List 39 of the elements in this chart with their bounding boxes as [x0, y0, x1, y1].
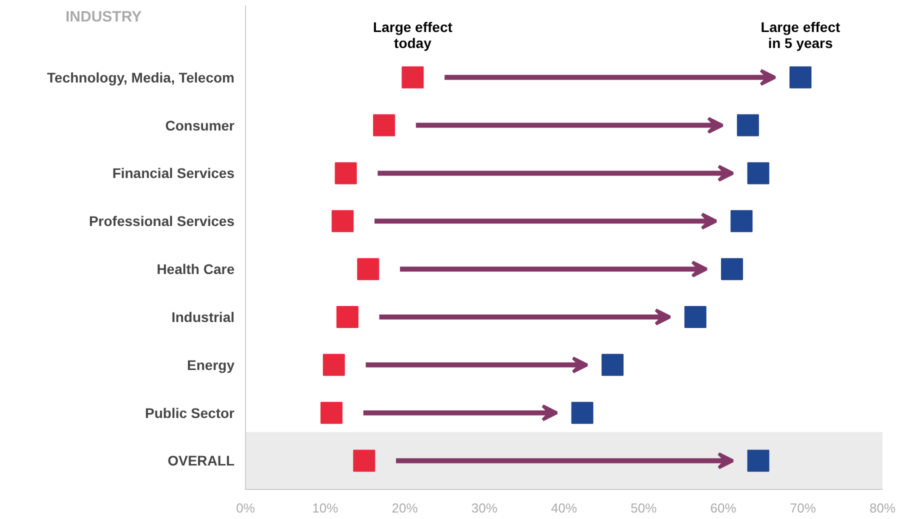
point [747, 450, 770, 472]
point [334, 162, 357, 184]
x-tick-label: 40% [550, 500, 578, 516]
point [747, 162, 770, 184]
point [789, 66, 812, 88]
point [736, 114, 759, 136]
y-tick-label: Industrial [171, 308, 235, 325]
point [353, 450, 376, 472]
x-tick-label: 50% [630, 500, 658, 516]
y-tick-label: Health Care [156, 261, 235, 278]
point [332, 210, 354, 232]
y-tick-label: OVERALL [168, 452, 235, 469]
point [721, 258, 744, 280]
point [571, 402, 594, 424]
y-axis-title: INDUSTRY [66, 8, 142, 26]
y-tick-label: Energy [187, 356, 235, 373]
point [336, 306, 358, 328]
point [684, 306, 706, 328]
point [373, 114, 396, 136]
point [602, 354, 624, 376]
x-tick-label: 0% [236, 500, 256, 516]
point [357, 258, 380, 280]
x-tick-label: 60% [710, 500, 737, 516]
x-tick-label: 20% [392, 500, 418, 516]
x-tick-label: 10% [312, 500, 339, 516]
y-tick-label: Public Sector [145, 404, 236, 421]
x-tick-label: 70% [790, 500, 816, 516]
x-tick-label: 80% [869, 500, 896, 516]
y-tick-label: Consumer [165, 117, 236, 134]
y-tick-label: Professional Services [88, 213, 235, 230]
point [402, 66, 424, 88]
text: Large effect today [373, 19, 453, 52]
x-tick-label: 30% [471, 500, 498, 516]
point [320, 402, 342, 424]
y-tick-label: Financial Services [112, 165, 235, 182]
y-tick-label: Technology, Media, Telecom [47, 69, 235, 86]
point [322, 354, 345, 376]
point [730, 210, 753, 232]
text: Large effect in 5 years [760, 19, 841, 52]
